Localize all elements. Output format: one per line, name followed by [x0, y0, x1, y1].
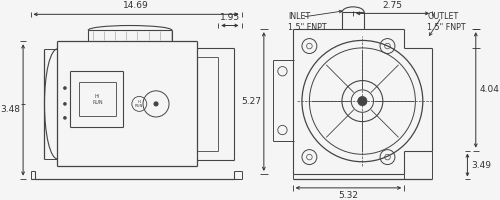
Text: 3.48: 3.48	[0, 105, 20, 114]
Text: HI
RUN: HI RUN	[135, 100, 143, 108]
Text: 14.69: 14.69	[123, 1, 149, 10]
Text: INLET
1.5" FNPT: INLET 1.5" FNPT	[288, 12, 327, 32]
Circle shape	[358, 96, 367, 106]
Text: 4.04: 4.04	[480, 85, 500, 94]
Circle shape	[154, 102, 158, 106]
Circle shape	[64, 87, 66, 89]
Text: 5.27: 5.27	[241, 97, 261, 106]
Circle shape	[64, 103, 66, 105]
Circle shape	[64, 117, 66, 119]
Text: 1.95: 1.95	[220, 13, 240, 22]
Text: OUTLET
1.5" FNPT: OUTLET 1.5" FNPT	[428, 12, 466, 32]
Text: 2.75: 2.75	[382, 1, 402, 10]
Text: 3.49: 3.49	[471, 161, 491, 170]
Text: 5.32: 5.32	[338, 191, 358, 200]
Text: HI
RUN: HI RUN	[92, 94, 103, 105]
